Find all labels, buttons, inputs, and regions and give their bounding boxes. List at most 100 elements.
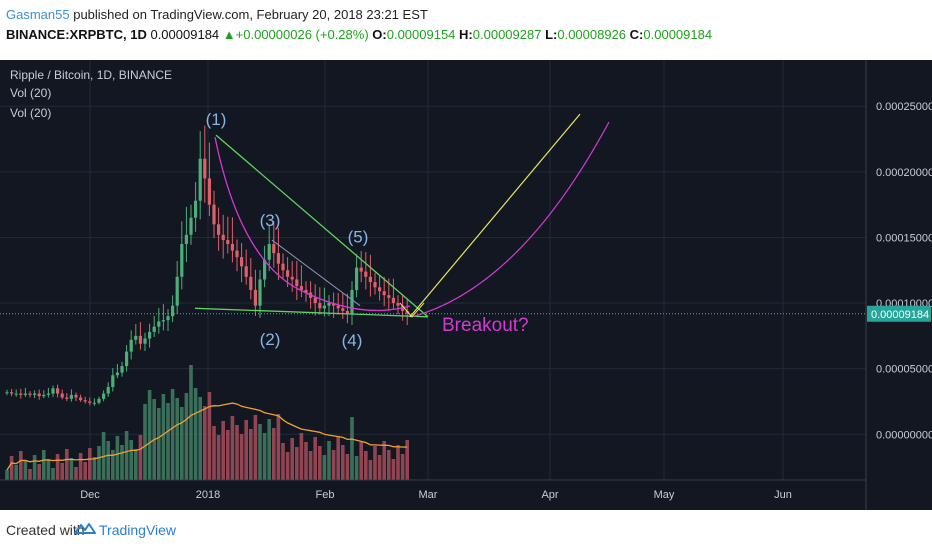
- volume-bar: [203, 406, 207, 480]
- candle-body: [345, 310, 349, 314]
- volume-bar: [124, 431, 129, 480]
- volume-bar: [281, 443, 285, 480]
- footer: Created with TradingView: [0, 510, 932, 550]
- volume-bar: [396, 445, 400, 480]
- candle-body: [226, 240, 230, 245]
- volume-ma-line: [6, 402, 408, 471]
- volume-bar: [345, 454, 350, 480]
- volume-bar: [235, 425, 239, 480]
- candle-body: [207, 178, 211, 205]
- volume-bar: [212, 426, 216, 480]
- y-tick-label: 0.00005000: [876, 364, 932, 376]
- volume-bar: [221, 421, 225, 480]
- published-text: published on TradingView.com, February 2…: [73, 7, 428, 22]
- candle-body: [217, 224, 221, 235]
- close-value: 0.00009184: [643, 27, 713, 42]
- volume-bar: [193, 388, 198, 480]
- volume-bar: [336, 436, 340, 480]
- volume-bar: [304, 442, 308, 480]
- candle-body: [405, 310, 409, 314]
- yellow-projection: [409, 113, 581, 318]
- candles: [5, 125, 409, 406]
- volume-bar: [226, 430, 230, 480]
- volume-bar: [267, 419, 271, 480]
- candle-body: [97, 398, 101, 403]
- candle-body: [74, 394, 78, 398]
- volume-bar: [5, 470, 9, 480]
- candle-body: [194, 200, 198, 218]
- candle-body: [60, 393, 64, 398]
- tradingview-logo-icon: [74, 523, 96, 534]
- volume-bar: [115, 436, 120, 480]
- price-chart[interactable]: (1)(2)(3)(4)(5) 0.000250000.000200000.00…: [0, 60, 932, 510]
- volume-bar: [341, 445, 345, 480]
- volume-bar: [198, 397, 202, 480]
- volume-bar: [97, 446, 101, 480]
- candle-body: [184, 234, 188, 245]
- volume-bar: [368, 460, 373, 480]
- candle-body: [258, 279, 262, 306]
- legend-vol-2: Vol (20): [10, 106, 51, 120]
- candle-body: [364, 271, 368, 277]
- volume-bar: [143, 404, 147, 480]
- publication-header: Gasman55 published on TradingView.com, F…: [0, 0, 932, 60]
- low-value: 0.00008926: [557, 27, 627, 42]
- candle-body: [322, 305, 326, 309]
- breakout-annotation: Breakout?: [442, 315, 529, 336]
- wave-label: (2): [260, 330, 281, 349]
- volume-bar: [327, 441, 331, 480]
- x-tick-label: Mar: [419, 489, 438, 501]
- y-tick-label: 0.00025000: [876, 101, 932, 113]
- candle-body: [28, 393, 32, 395]
- volume-bar: [19, 451, 23, 480]
- volume-bar: [14, 465, 18, 480]
- volume-bar: [249, 429, 253, 480]
- candle-body: [286, 270, 290, 277]
- volume-bar: [239, 434, 244, 480]
- candle-body: [143, 338, 147, 344]
- volume-bar: [387, 450, 391, 480]
- volume-bar: [189, 365, 193, 480]
- candle-body: [111, 375, 115, 388]
- wave-labels: (1) (2) (3) (4) (5): [206, 110, 369, 350]
- candle-body: [272, 244, 276, 254]
- volume-bar: [354, 456, 359, 480]
- candle-body: [304, 289, 308, 293]
- ohlc-line: BINANCE:XRPBTC, 1D 0.00009184 ▲+0.000000…: [6, 27, 712, 42]
- volume-bar: [377, 455, 382, 480]
- support-line: [194, 307, 429, 318]
- candle-body: [92, 402, 96, 404]
- candle-body: [175, 276, 179, 306]
- volume-bar: [262, 433, 267, 480]
- volume-bar: [28, 469, 32, 480]
- volume-bar: [276, 414, 281, 480]
- created-with-text: Created with: [6, 522, 85, 538]
- candle-body: [382, 291, 386, 296]
- candle-body: [115, 372, 119, 376]
- candle-body: [203, 158, 207, 179]
- volume-bar: [134, 449, 138, 480]
- candle-body: [378, 287, 382, 292]
- candle-body: [318, 303, 322, 309]
- x-tick-label: Feb: [316, 489, 335, 501]
- candle-body: [332, 303, 336, 306]
- drawings: [0, 113, 866, 318]
- low-label: L:: [545, 27, 558, 42]
- volume-bar: [258, 424, 262, 480]
- candle-body: [249, 276, 253, 290]
- candle-body: [161, 320, 165, 322]
- author-link[interactable]: Gasman55: [6, 7, 70, 22]
- candle-body: [336, 305, 340, 309]
- volume-bar: [69, 458, 74, 480]
- chart-panel[interactable]: (1) (2) (3) (4) (5) 0.00025000 0.00020000 0.00…: [0, 60, 932, 510]
- candle-body: [350, 289, 354, 314]
- candle-body: [120, 366, 124, 373]
- breakout-wedge: [399, 302, 425, 318]
- candle-body: [212, 204, 216, 225]
- candle-body: [180, 244, 184, 277]
- volume-bar: [46, 459, 51, 480]
- open-label: O:: [372, 27, 387, 42]
- tradingview-link[interactable]: TradingView: [99, 522, 177, 538]
- candle-body: [10, 392, 14, 394]
- candle-body: [263, 259, 267, 280]
